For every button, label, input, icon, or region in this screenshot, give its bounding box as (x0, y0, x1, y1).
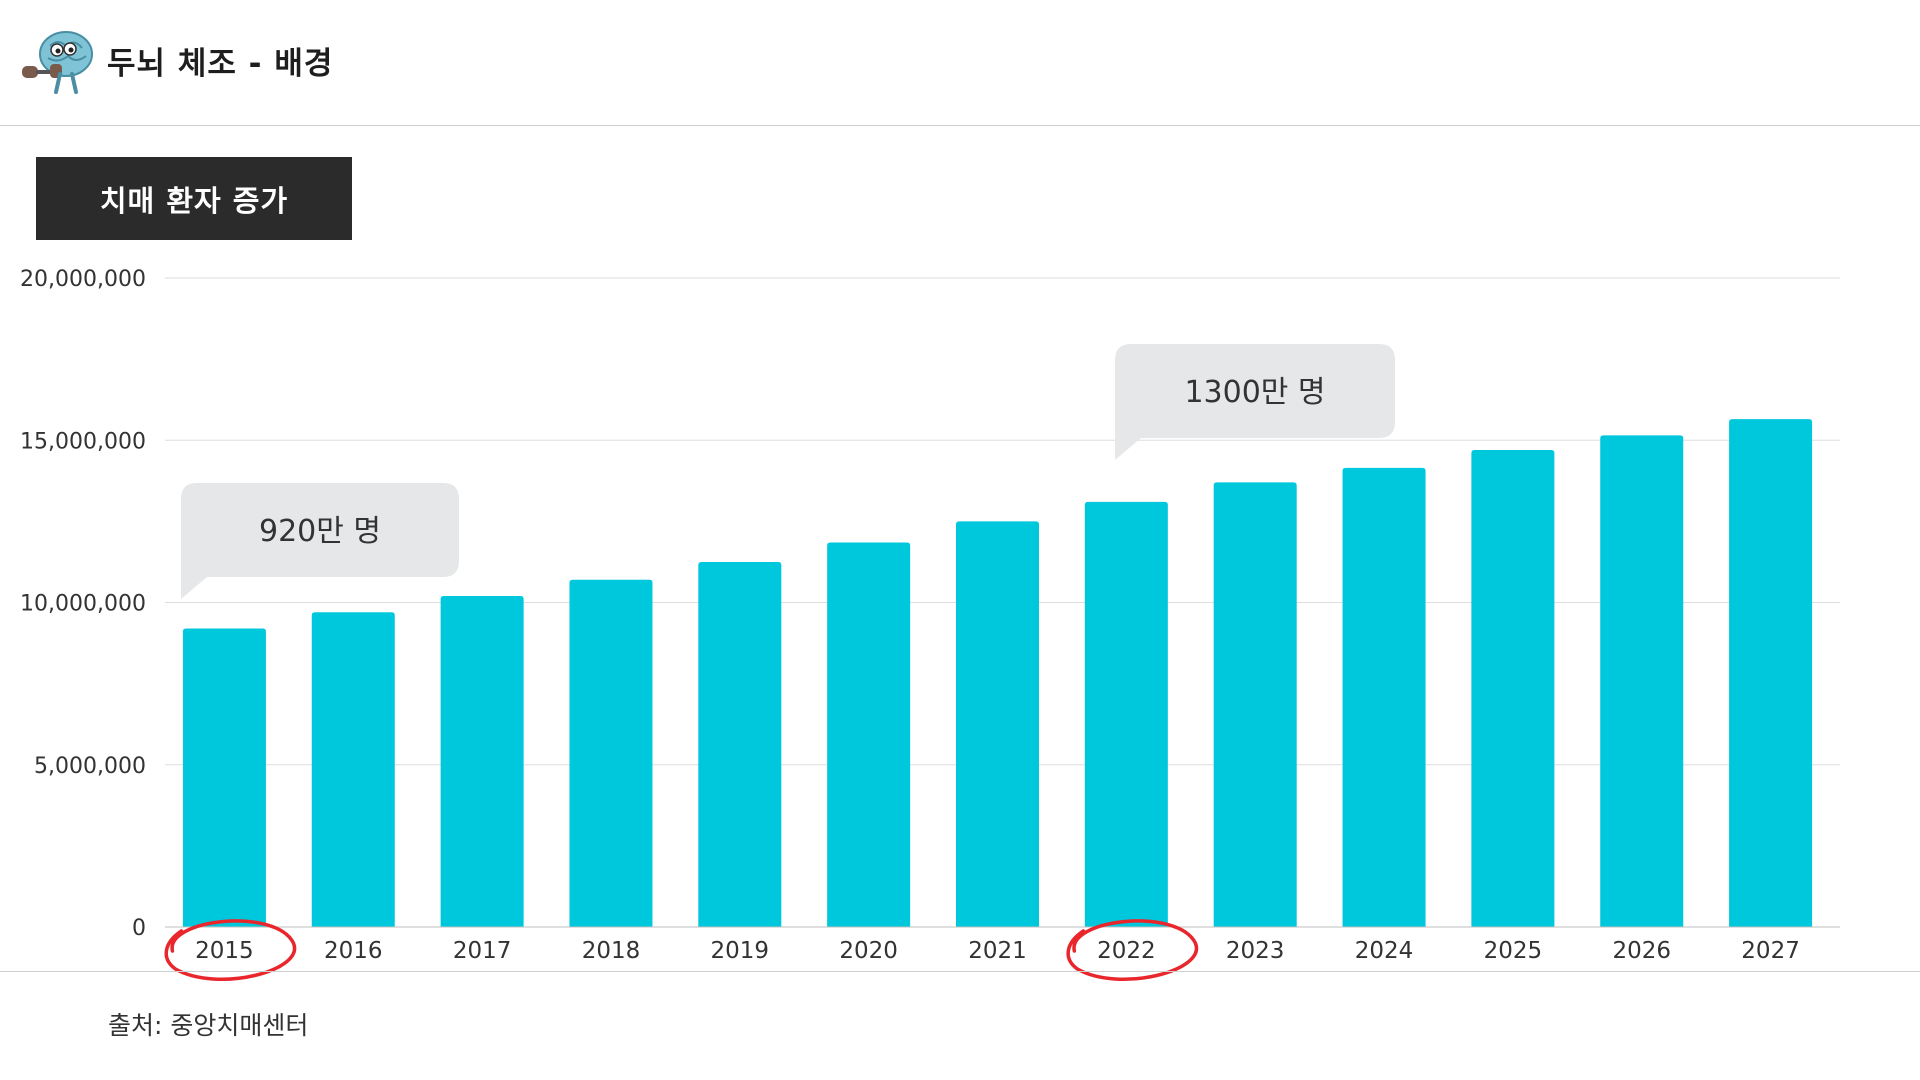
x-tick-label: 2017 (453, 938, 512, 964)
x-tick-label: 2026 (1612, 938, 1671, 964)
x-tick-label: 2025 (1484, 938, 1543, 964)
y-tick-label: 5,000,000 (34, 754, 146, 779)
x-tick-label: 2021 (968, 938, 1027, 964)
source-note: 출처: 중앙치매센터 (108, 1011, 309, 1040)
brain-mascot-icon (22, 31, 93, 94)
x-tick-label: 2024 (1355, 938, 1414, 964)
bar (1600, 435, 1684, 927)
x-tick-label: 2022 (1097, 938, 1156, 964)
bar (1471, 449, 1555, 927)
section-label: 치매 환자 증가 (36, 157, 352, 240)
bar (827, 542, 911, 927)
footer-divider (0, 971, 1920, 972)
callout-bubble (1115, 344, 1395, 460)
x-tick-label: 2018 (582, 938, 641, 964)
x-tick-label: 2015 (195, 938, 254, 964)
x-tick-label: 2023 (1226, 938, 1285, 964)
y-tick-label: 20,000,000 (20, 267, 146, 292)
callout-label: 1300만 명 (1184, 375, 1325, 410)
bar (1342, 467, 1426, 927)
y-tick-label: 10,000,000 (20, 592, 146, 617)
x-tick-label: 2027 (1741, 938, 1800, 964)
callout-bubble (181, 483, 459, 599)
bar (569, 579, 653, 927)
y-tick-label: 15,000,000 (20, 429, 146, 454)
callout-label: 920만 명 (259, 514, 381, 549)
bar (182, 628, 266, 927)
page-title: 두뇌 체조 - 배경 (107, 46, 334, 82)
bar (440, 596, 524, 927)
bar (1084, 501, 1168, 927)
x-tick-label: 2020 (839, 938, 898, 964)
header: 두뇌 체조 - 배경 (0, 0, 1920, 126)
highlight-circle (1066, 919, 1199, 981)
bar (1213, 482, 1297, 927)
y-tick-label: 0 (132, 916, 146, 941)
bar (956, 521, 1039, 927)
x-tick-label: 2016 (324, 938, 383, 964)
highlight-circle (164, 919, 297, 981)
bar (1729, 419, 1813, 927)
bar (311, 612, 395, 927)
bar (698, 561, 782, 927)
x-tick-label: 2019 (711, 938, 770, 964)
